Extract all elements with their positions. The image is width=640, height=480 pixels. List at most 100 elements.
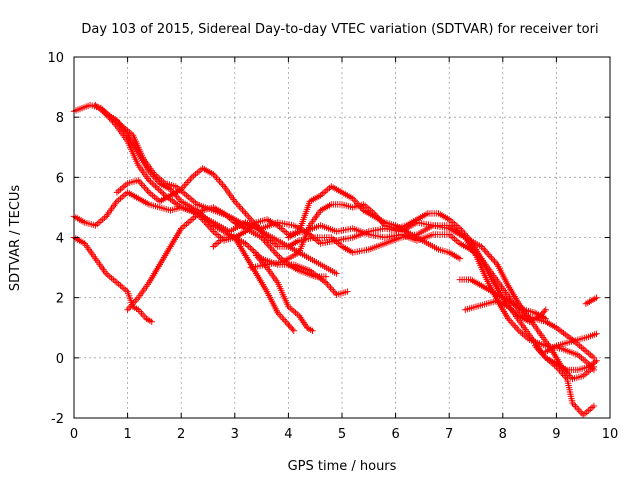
data-point bbox=[255, 224, 258, 227]
data-point bbox=[287, 236, 290, 239]
data-point bbox=[571, 378, 574, 380]
data-point bbox=[544, 317, 547, 320]
data-point bbox=[276, 224, 279, 227]
data-point bbox=[539, 314, 542, 317]
data-point bbox=[191, 218, 193, 221]
data-point bbox=[306, 326, 308, 329]
x-tick-label: 7 bbox=[445, 427, 453, 442]
data-point bbox=[459, 227, 461, 230]
data-point bbox=[518, 314, 520, 317]
data-point bbox=[223, 185, 225, 188]
data-point bbox=[164, 182, 166, 185]
data-point bbox=[121, 125, 124, 127]
data-point bbox=[276, 245, 279, 248]
data-point bbox=[368, 233, 370, 236]
data-point bbox=[137, 197, 140, 200]
data-point bbox=[480, 245, 483, 248]
data-point bbox=[150, 320, 153, 323]
data-point bbox=[555, 345, 558, 347]
data-point bbox=[314, 275, 317, 278]
data-point bbox=[83, 221, 86, 224]
data-point bbox=[298, 251, 300, 254]
data-point bbox=[593, 405, 595, 407]
data-point bbox=[191, 176, 193, 179]
data-point bbox=[116, 281, 118, 284]
data-point bbox=[244, 242, 247, 245]
data-point bbox=[464, 308, 467, 311]
data-point bbox=[201, 167, 204, 170]
data-point bbox=[432, 233, 434, 236]
data-point bbox=[94, 257, 97, 260]
data-point bbox=[223, 236, 225, 239]
data-point bbox=[158, 200, 161, 203]
data-point bbox=[319, 194, 322, 197]
series-track-16 bbox=[531, 342, 600, 374]
data-point bbox=[335, 230, 338, 233]
y-axis-label: SDTVAR / TECUs bbox=[8, 185, 23, 292]
data-point bbox=[491, 290, 493, 293]
data-point bbox=[421, 239, 424, 242]
data-point bbox=[137, 308, 140, 311]
data-point bbox=[212, 245, 215, 248]
data-point bbox=[496, 263, 499, 266]
data-point bbox=[432, 224, 434, 227]
data-point bbox=[266, 218, 268, 221]
data-point bbox=[148, 203, 150, 206]
series-track-11 bbox=[285, 183, 464, 262]
data-point bbox=[400, 236, 402, 239]
data-point bbox=[362, 209, 365, 212]
y-tick-label: 0 bbox=[56, 352, 64, 367]
data-point bbox=[311, 329, 314, 332]
data-point bbox=[507, 317, 509, 320]
y-tick-label: 2 bbox=[56, 292, 64, 307]
data-point bbox=[585, 302, 587, 305]
data-point bbox=[89, 104, 91, 106]
data-point bbox=[491, 278, 493, 281]
data-point bbox=[469, 239, 472, 242]
data-point bbox=[266, 290, 268, 293]
data-point bbox=[555, 363, 558, 365]
data-point bbox=[582, 348, 584, 350]
axis-ticks: 0 1 2 3 4 5 6 7 8 9 10 -2 0 2 4 6 8 10 bbox=[47, 51, 618, 442]
data-point bbox=[126, 182, 129, 185]
data-point bbox=[485, 278, 488, 281]
data-point bbox=[298, 269, 300, 272]
data-point bbox=[485, 302, 488, 305]
data-point bbox=[448, 227, 451, 230]
series-track-7 bbox=[113, 165, 598, 383]
data-point bbox=[158, 263, 161, 266]
data-point bbox=[373, 215, 375, 218]
data-point bbox=[105, 272, 107, 275]
data-point bbox=[276, 281, 279, 284]
data-point bbox=[587, 335, 590, 338]
x-tick-label: 9 bbox=[552, 427, 560, 442]
data-point bbox=[475, 305, 477, 308]
data-point bbox=[426, 212, 429, 215]
data-point bbox=[175, 185, 177, 188]
x-tick-label: 6 bbox=[391, 427, 399, 442]
data-point bbox=[276, 254, 279, 257]
data-point bbox=[169, 188, 172, 191]
data-point bbox=[448, 251, 451, 254]
data-point bbox=[555, 326, 558, 329]
data-point bbox=[523, 326, 526, 329]
x-tick-label: 3 bbox=[231, 427, 239, 442]
data-point bbox=[137, 179, 140, 182]
data-point bbox=[459, 242, 461, 245]
data-point bbox=[132, 134, 134, 137]
data-point bbox=[142, 158, 145, 161]
data-point bbox=[528, 320, 531, 323]
data-point bbox=[384, 242, 386, 245]
y-tick-label: 10 bbox=[47, 51, 64, 66]
data-point bbox=[459, 257, 461, 260]
data-point bbox=[244, 254, 247, 257]
data-point bbox=[185, 194, 188, 197]
data-point bbox=[595, 332, 598, 335]
data-point bbox=[582, 414, 584, 416]
series-track-13 bbox=[462, 297, 549, 325]
y-tick-label: 8 bbox=[56, 111, 64, 126]
series-track-6 bbox=[124, 204, 330, 313]
data-point bbox=[201, 209, 204, 212]
data-point bbox=[459, 278, 461, 281]
data-point bbox=[287, 263, 290, 266]
